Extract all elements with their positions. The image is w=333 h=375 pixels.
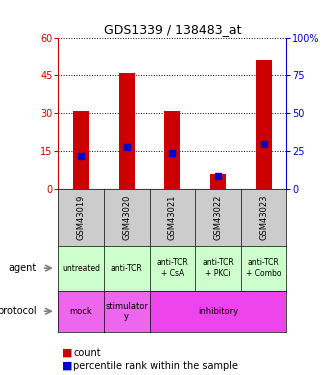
Text: stimulator
y: stimulator y	[105, 302, 148, 321]
Text: count: count	[73, 348, 101, 357]
Text: anti-TCR
+ PKCi: anti-TCR + PKCi	[202, 258, 234, 278]
Text: anti-TCR
+ Combo: anti-TCR + Combo	[246, 258, 281, 278]
Text: GSM43023: GSM43023	[259, 195, 268, 240]
Bar	[210, 174, 226, 189]
Text: protocol: protocol	[0, 306, 37, 316]
Text: inhibitory: inhibitory	[198, 307, 238, 316]
Text: percentile rank within the sample: percentile rank within the sample	[73, 361, 238, 370]
Text: GSM43022: GSM43022	[213, 195, 222, 240]
Text: mock: mock	[70, 307, 93, 316]
Text: GSM43021: GSM43021	[168, 195, 177, 240]
Text: agent: agent	[8, 263, 37, 273]
Bar	[119, 73, 135, 189]
Text: GSM43020: GSM43020	[122, 195, 131, 240]
Bar	[256, 60, 271, 189]
Bar	[165, 111, 180, 189]
Text: ■: ■	[62, 348, 72, 357]
Text: ■: ■	[62, 361, 72, 370]
Text: anti-TCR: anti-TCR	[111, 264, 143, 273]
Text: untreated: untreated	[62, 264, 100, 273]
Title: GDS1339 / 138483_at: GDS1339 / 138483_at	[104, 23, 241, 36]
Text: GSM43019: GSM43019	[77, 195, 86, 240]
Bar	[73, 111, 89, 189]
Text: anti-TCR
+ CsA: anti-TCR + CsA	[157, 258, 188, 278]
